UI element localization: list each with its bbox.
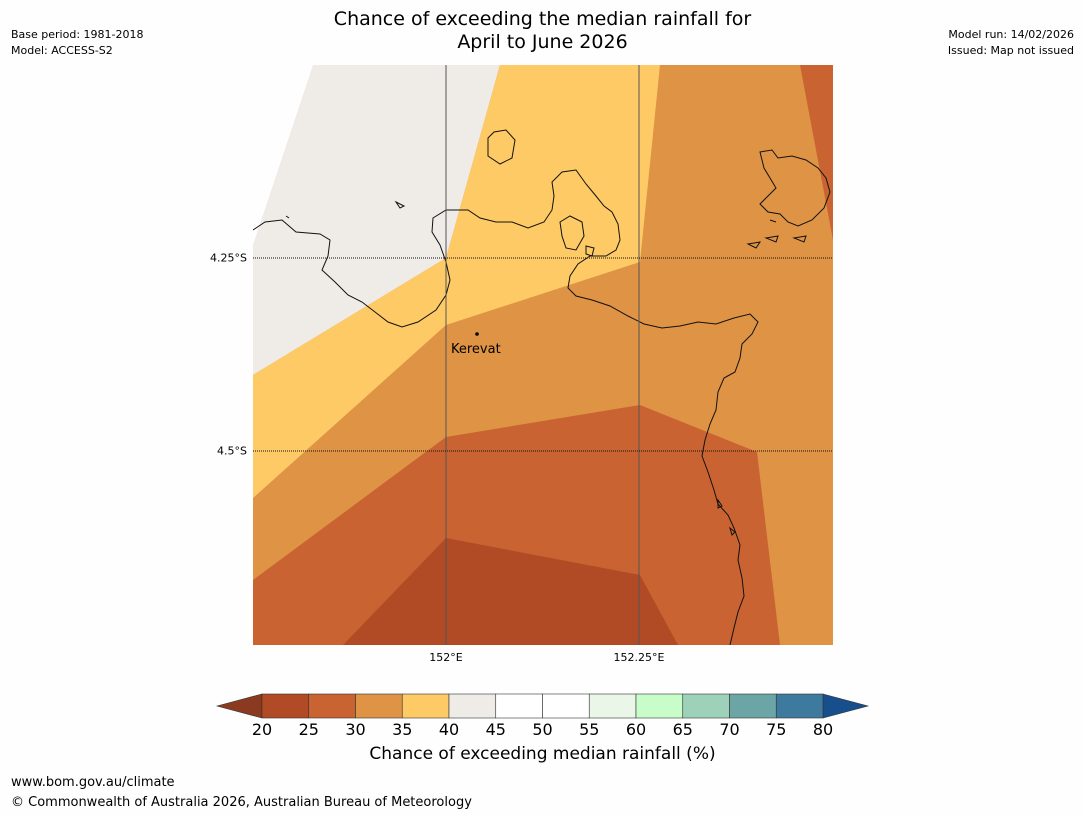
colorbar-segment (355, 693, 403, 719)
colorbar-tick-label: 45 (485, 720, 506, 739)
coastline (253, 129, 831, 645)
region-25-30-south (253, 405, 780, 645)
colorbar-over-arrow (822, 693, 870, 719)
colorbar-under-arrow (215, 693, 263, 719)
colorbar-tick-label: 75 (766, 720, 787, 739)
region-40-45 (253, 65, 500, 375)
colorbar-tick-label: 65 (672, 720, 693, 739)
colorbar-segment (775, 693, 824, 719)
meta-left: Base period: 1981-2018 Model: ACCESS-S2 (11, 27, 143, 59)
issued-status: Issued: Map not issued (947, 44, 1074, 57)
colorbar-segment (635, 693, 684, 719)
map-area (253, 65, 833, 645)
colorbar-segment (495, 693, 543, 719)
city-label-kerevat: Kerevat (451, 342, 501, 357)
colorbar-tick-label: 40 (438, 720, 460, 739)
lat-label-4-25: 4.25°S (210, 251, 247, 265)
colorbar-segment (729, 693, 777, 719)
colorbar-tick-label: 80 (812, 720, 834, 739)
colorbar (215, 693, 870, 719)
model-name: Model: ACCESS-S2 (11, 44, 113, 57)
colorbar-tick-label: 55 (579, 720, 600, 739)
colorbar-segment (308, 693, 356, 719)
colorbar-tick-label: 70 (719, 720, 740, 739)
city-marker-kerevat (475, 332, 479, 336)
colorbar-segment (261, 693, 310, 719)
meta-right: Model run: 14/02/2026 Issued: Map not is… (948, 27, 1074, 59)
model-run: Model run: 14/02/2026 (948, 28, 1074, 41)
colorbar-tick-label: 50 (532, 720, 553, 739)
graticule (253, 65, 833, 645)
colorbar-tick-label: 35 (392, 720, 413, 739)
colorbar-segment (542, 693, 590, 719)
colorbar-label: Chance of exceeding median rainfall (%) (369, 744, 716, 764)
colorbar-segment (682, 693, 730, 719)
colorbar-segment (401, 693, 450, 719)
footer-copyright: © Commonwealth of Australia 2026, Austra… (11, 795, 472, 810)
lon-label-152: 152°E (429, 651, 463, 664)
map-edge (253, 65, 313, 245)
map-title-line2: April to June 2026 (457, 31, 628, 53)
map-title: Chance of exceeding the median rainfall … (0, 8, 1085, 54)
lat-label-4-5: 4.5°S (217, 444, 247, 458)
colorbar-tick-label: 30 (345, 720, 366, 739)
base-period: Base period: 1981-2018 (11, 28, 144, 41)
lon-label-152-25: 152.25°E (613, 651, 665, 664)
colorbar-segment (448, 693, 497, 719)
colorbar-tick-label: 20 (251, 720, 273, 739)
colorbar-tick-label: 25 (298, 720, 319, 739)
colorbar-segment (588, 693, 637, 719)
colorbar-tick-label: 60 (625, 720, 647, 739)
region-35-40 (253, 65, 660, 498)
region-20-25 (343, 538, 678, 645)
map-title-line1: Chance of exceeding the median rainfall … (333, 8, 752, 30)
region-25-30-ne (800, 65, 833, 240)
footer-url: www.bom.gov.au/climate (11, 775, 175, 790)
